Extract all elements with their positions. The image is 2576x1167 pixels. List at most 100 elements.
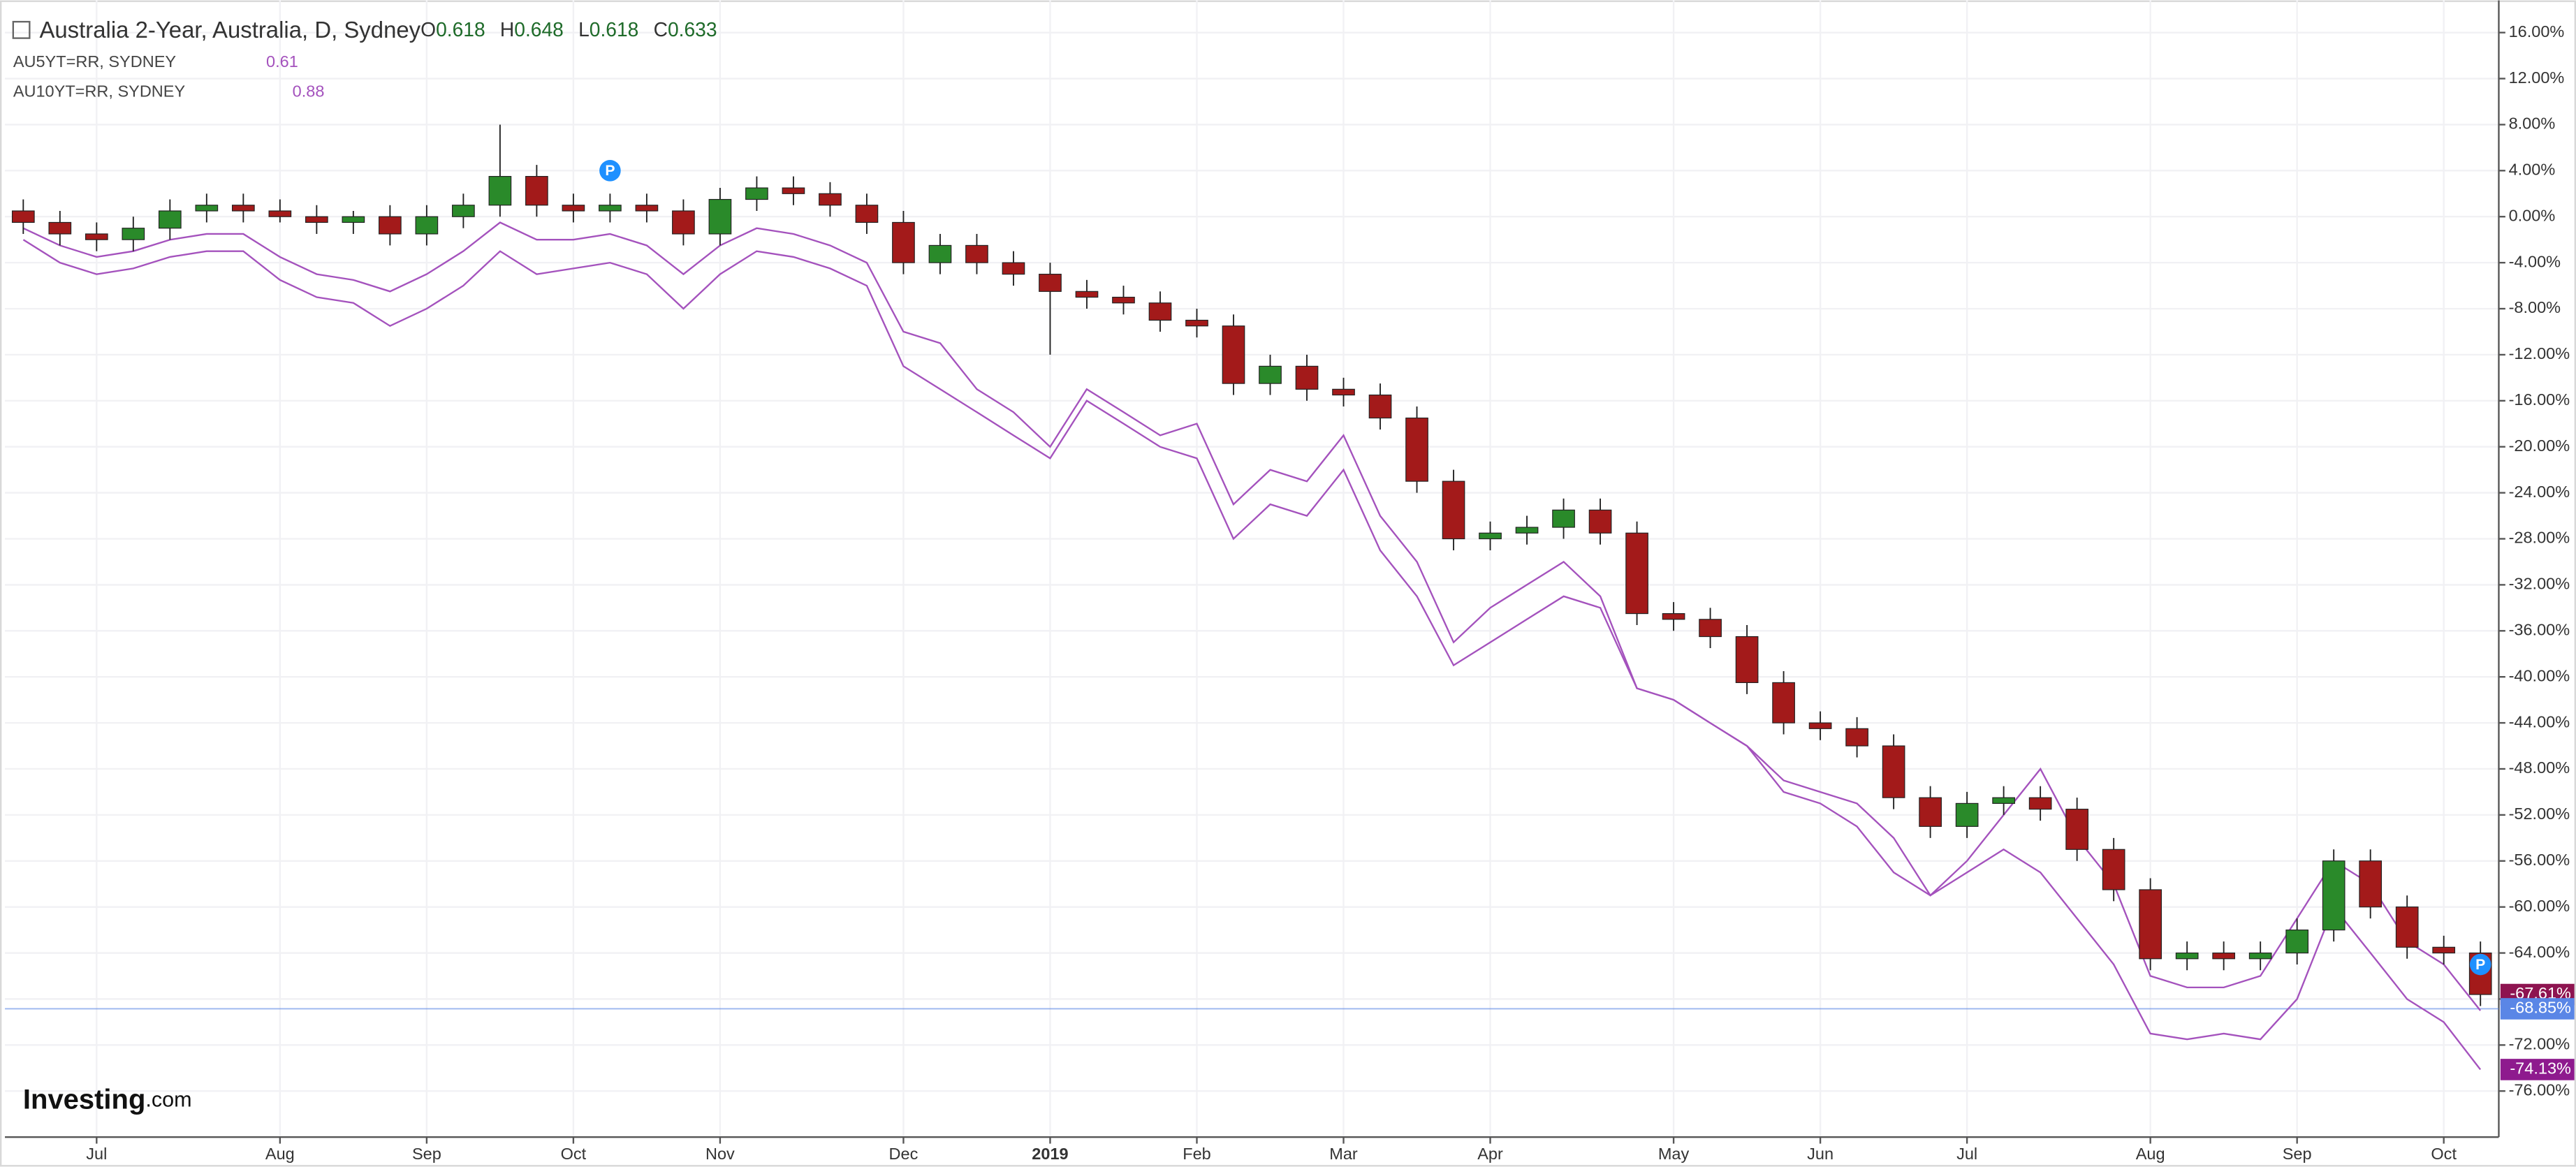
x-tick-label: Aug [2136,1145,2165,1163]
y-tick-label: -28.00% [2509,529,2570,547]
chart-title: Australia 2-Year, Australia, D, Sydney [39,17,420,43]
candle-body [2065,809,2088,850]
value-label-box [2500,1059,2575,1080]
ohlc-value: 0.618 [436,19,485,41]
chart-title-row: Australia 2-Year, Australia, D, SydneyO0… [39,17,717,43]
candle-body [672,210,695,235]
candle-body [1552,509,1575,528]
candle-body [48,221,72,235]
candle-body [488,175,512,206]
ohlc-value: 0.618 [590,19,639,41]
line-series [22,239,2482,1071]
candle-body [1185,319,1208,327]
candle-body [379,216,402,235]
logo-suffix: .com [145,1087,191,1111]
value-label: -68.85% [2510,999,2571,1017]
annotation-marker[interactable] [599,160,621,182]
x-tick-label: Sep [2283,1145,2312,1163]
candle-body [1405,417,1428,482]
y-tick-label: -52.00% [2509,805,2570,823]
y-tick-label: -24.00% [2509,483,2570,501]
y-tick-label: -4.00% [2509,252,2561,270]
y-tick-label: -36.00% [2509,621,2570,639]
x-tick-label: Jun [1807,1145,1834,1163]
candle-body [1039,274,1062,292]
candle-body [2102,849,2125,890]
candle-body [1992,797,2015,804]
value-label-box [2500,998,2575,1020]
y-tick-label: -16.00% [2509,390,2570,409]
x-tick-label: Aug [265,1145,295,1163]
candle-body [1222,325,1245,384]
candle-body [1845,728,1868,747]
annotation-marker[interactable] [2469,953,2491,976]
y-tick-label: -56.00% [2509,851,2570,869]
ohlc-label: L [578,19,590,41]
y-tick-label: -44.00% [2509,712,2570,731]
plot [5,124,2499,1071]
candle-body [525,175,548,206]
candle-body [122,228,145,240]
candle-body [1882,745,1905,798]
candle-body [1662,612,1685,620]
candle-body [1148,302,1172,321]
ohlc-label: C [654,19,668,41]
x-tick-label: Sep [412,1145,441,1163]
candle-body [2028,797,2052,810]
candle-body [415,216,439,235]
y-tick-label: 16.00% [2509,22,2565,41]
y-tick-label: -20.00% [2509,436,2570,455]
candle-body [2359,860,2383,908]
y-tick-label: -64.00% [2509,943,2570,961]
y-tick-label: -8.00% [2509,298,2561,316]
x-tick-label: Dec [889,1145,919,1163]
candle-body [232,205,255,212]
candle-body [305,216,328,223]
candle-body [1112,296,1135,304]
candle-body [195,205,219,212]
candle-body [1295,365,1319,390]
ohlc-label: H [500,19,514,41]
candle-body [1075,291,1099,298]
candle-body [1772,682,1795,724]
annotation-text: P [2475,957,2485,973]
candle-body [855,205,879,223]
candle-body [85,233,108,240]
x-tick-label: Jul [86,1145,107,1163]
x-tick-label: Feb [1183,1145,1211,1163]
x-tick-label: Jul [1956,1145,1977,1163]
y-tick-label: -40.00% [2509,666,2570,684]
candle-body [342,216,365,223]
x-tick-label: Mar [1329,1145,1358,1163]
value-label: -74.13% [2510,1059,2571,1078]
candle-body [1442,480,1465,540]
candle-body [2212,952,2235,960]
grid: 16.00% 12.00% 8.00% 4.00% 0.00% -4.00% -8.00% -… [5,0,2570,1163]
candle-body [819,193,842,206]
candle-body [2139,889,2162,960]
candle-body [1588,509,1612,534]
candle-body [1625,532,1648,615]
collapse-icon[interactable] [12,20,31,39]
legend-name[interactable]: AU10YT=RR, SYDNEY [13,82,186,100]
candle-body [2432,946,2456,954]
candle-body [1515,527,1539,534]
x-tick-label: Nov [705,1145,735,1163]
x-tick-label: Apr [1477,1145,1503,1163]
candle-body [1735,636,1759,684]
candle-body [452,205,475,217]
candle-body [1699,619,1722,638]
y-tick-label: -48.00% [2509,758,2570,777]
candle-body [1332,388,1355,396]
y-tick-label: -76.00% [2509,1080,2570,1099]
candle-body [782,187,805,194]
ohlc-label: O [420,19,436,41]
candle-body [1259,365,1282,384]
candle-body [562,205,585,212]
legend-name[interactable]: AU5YT=RR, SYDNEY [13,52,177,71]
candle-body [2322,860,2346,931]
annotation-text: P [605,163,615,179]
